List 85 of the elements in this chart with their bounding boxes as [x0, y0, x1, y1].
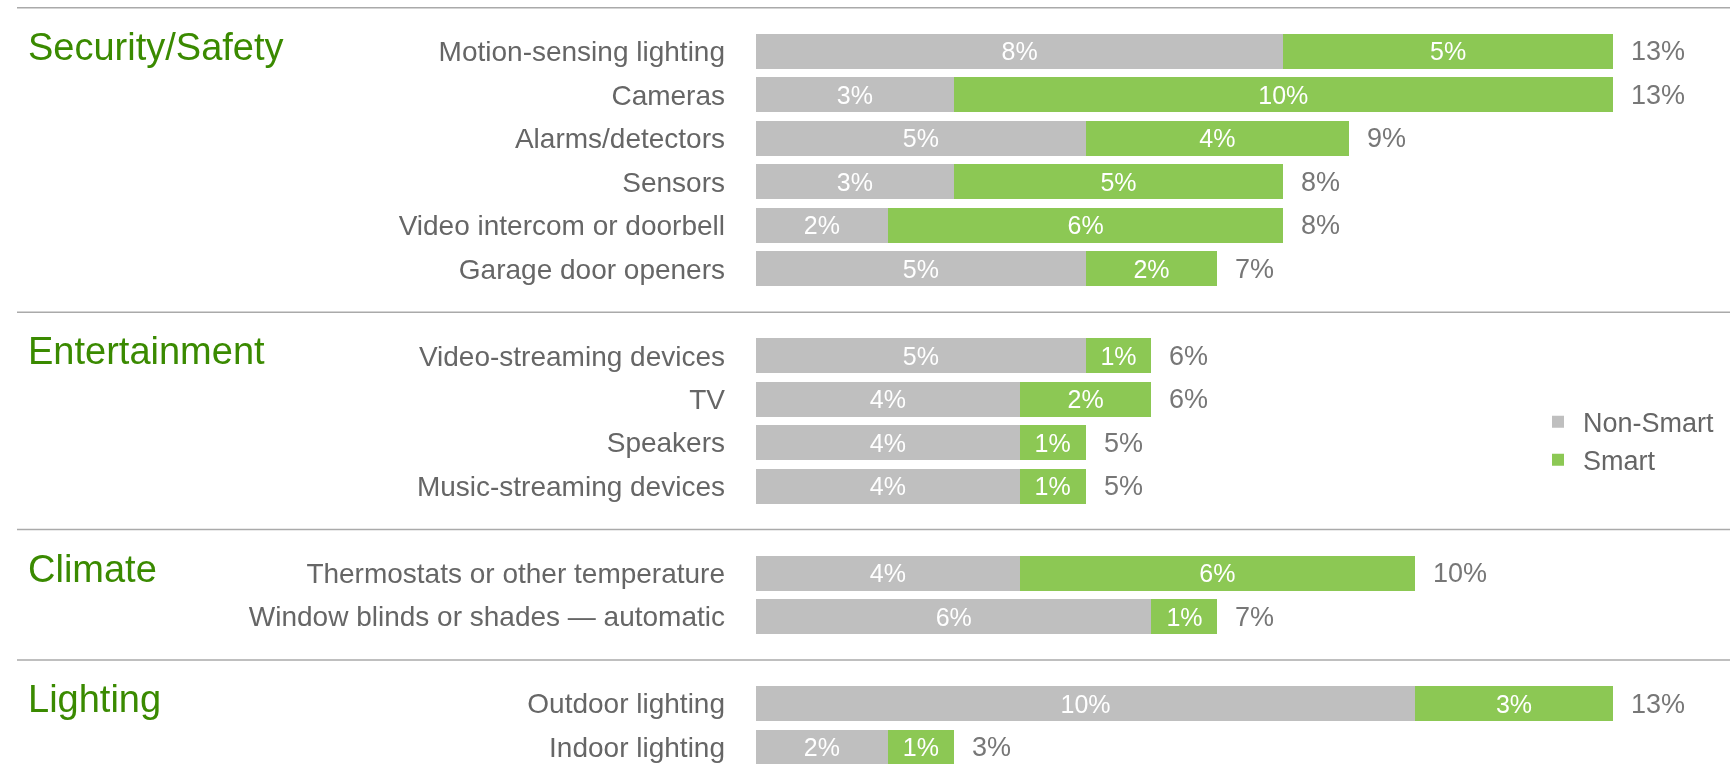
bar	[1283, 33, 1613, 69]
data-label: 5%	[902, 254, 939, 283]
total-label: 13%	[1631, 36, 1686, 66]
y-tick-label: Speakers	[606, 427, 725, 459]
total-label: 3%	[972, 732, 1012, 762]
bar	[953, 77, 1613, 113]
data-label: 4%	[1199, 124, 1236, 153]
data-label: 2%	[1133, 254, 1170, 283]
bar	[756, 555, 1020, 591]
y-tick-label: Motion-sensing lighting	[438, 36, 725, 68]
y-tick-label: Window blinds or shades — automatic	[248, 601, 725, 633]
y-tick-label: Garage door openers	[458, 253, 725, 285]
data-label: 1%	[1166, 602, 1203, 631]
data-label: 5%	[902, 124, 939, 153]
bar	[1085, 251, 1218, 287]
bar	[756, 468, 1020, 504]
bar	[1019, 555, 1416, 591]
bar	[756, 381, 1020, 417]
bar	[887, 207, 1284, 243]
data-label: 5%	[902, 341, 939, 370]
data-label: 10%	[1258, 80, 1309, 109]
total-label: 7%	[1235, 602, 1275, 632]
data-label: 2%	[803, 211, 840, 240]
data-label: 4%	[869, 385, 906, 414]
data-label: 10%	[1060, 689, 1111, 718]
data-label: 1%	[1100, 341, 1137, 370]
bar	[953, 164, 1284, 200]
bar	[756, 207, 888, 243]
bar	[1019, 381, 1152, 417]
total-label: 6%	[1169, 384, 1209, 414]
total-label: 13%	[1631, 80, 1686, 110]
bar	[756, 77, 954, 113]
data-label: 6%	[1067, 211, 1104, 240]
total-label: 9%	[1367, 123, 1407, 153]
y-tick-label: Thermostats or other temperature	[306, 557, 725, 589]
data-label: 6%	[935, 602, 972, 631]
text: Climate	[28, 548, 157, 590]
y-tick-label: Video-streaming devices	[418, 340, 725, 372]
data-label: 4%	[869, 559, 906, 588]
data-label: 4%	[869, 428, 906, 457]
data-label: 2%	[1067, 385, 1104, 414]
total-label: 6%	[1169, 341, 1209, 371]
y-tick-label: Cameras	[611, 79, 725, 111]
data-label: 1%	[902, 733, 939, 762]
bar	[756, 729, 888, 765]
legend-label: Non-Smart	[1583, 408, 1715, 439]
data-label: 1%	[1034, 428, 1071, 457]
bar	[756, 599, 1152, 634]
y-tick-label: TV	[689, 383, 726, 415]
data-label: 5%	[1100, 167, 1137, 196]
text: Lighting	[28, 678, 162, 720]
bar	[756, 425, 1020, 461]
data-label: 3%	[836, 167, 873, 196]
bar	[756, 251, 1086, 287]
y-tick-label: Music-streaming devices	[416, 470, 725, 502]
total-label: 7%	[1235, 254, 1275, 284]
bar	[1415, 686, 1613, 721]
text: Security/Safety	[28, 26, 284, 68]
total-label: 8%	[1301, 210, 1341, 240]
data-label: 2%	[803, 733, 840, 762]
bar	[756, 686, 1416, 721]
data-label: 8%	[1001, 37, 1038, 66]
y-tick-label: Alarms/detectors	[514, 123, 725, 155]
data-label: 3%	[1495, 689, 1533, 718]
bar	[756, 164, 954, 200]
y-tick-label: Video intercom or doorbell	[398, 210, 725, 242]
total-label: 5%	[1104, 428, 1144, 458]
bar	[1085, 120, 1350, 156]
bar	[756, 120, 1086, 156]
data-label: 4%	[869, 472, 906, 501]
total-label: 10%	[1433, 558, 1488, 588]
data-label: 1%	[1034, 472, 1071, 501]
data-label: 6%	[1199, 559, 1236, 588]
total-label: 8%	[1301, 167, 1341, 197]
y-tick-label: Sensors	[622, 166, 725, 198]
bar	[756, 33, 1284, 69]
text: Entertainment	[28, 330, 266, 372]
y-tick-label: Indoor lighting	[549, 731, 725, 763]
data-label: 5%	[1430, 37, 1467, 66]
data-label: 3%	[836, 80, 873, 109]
total-label: 5%	[1104, 471, 1144, 501]
total-label: 13%	[1631, 689, 1686, 719]
bar	[756, 338, 1086, 374]
legend-label: Smart	[1583, 446, 1656, 477]
y-tick-label: Outdoor lighting	[527, 688, 725, 720]
